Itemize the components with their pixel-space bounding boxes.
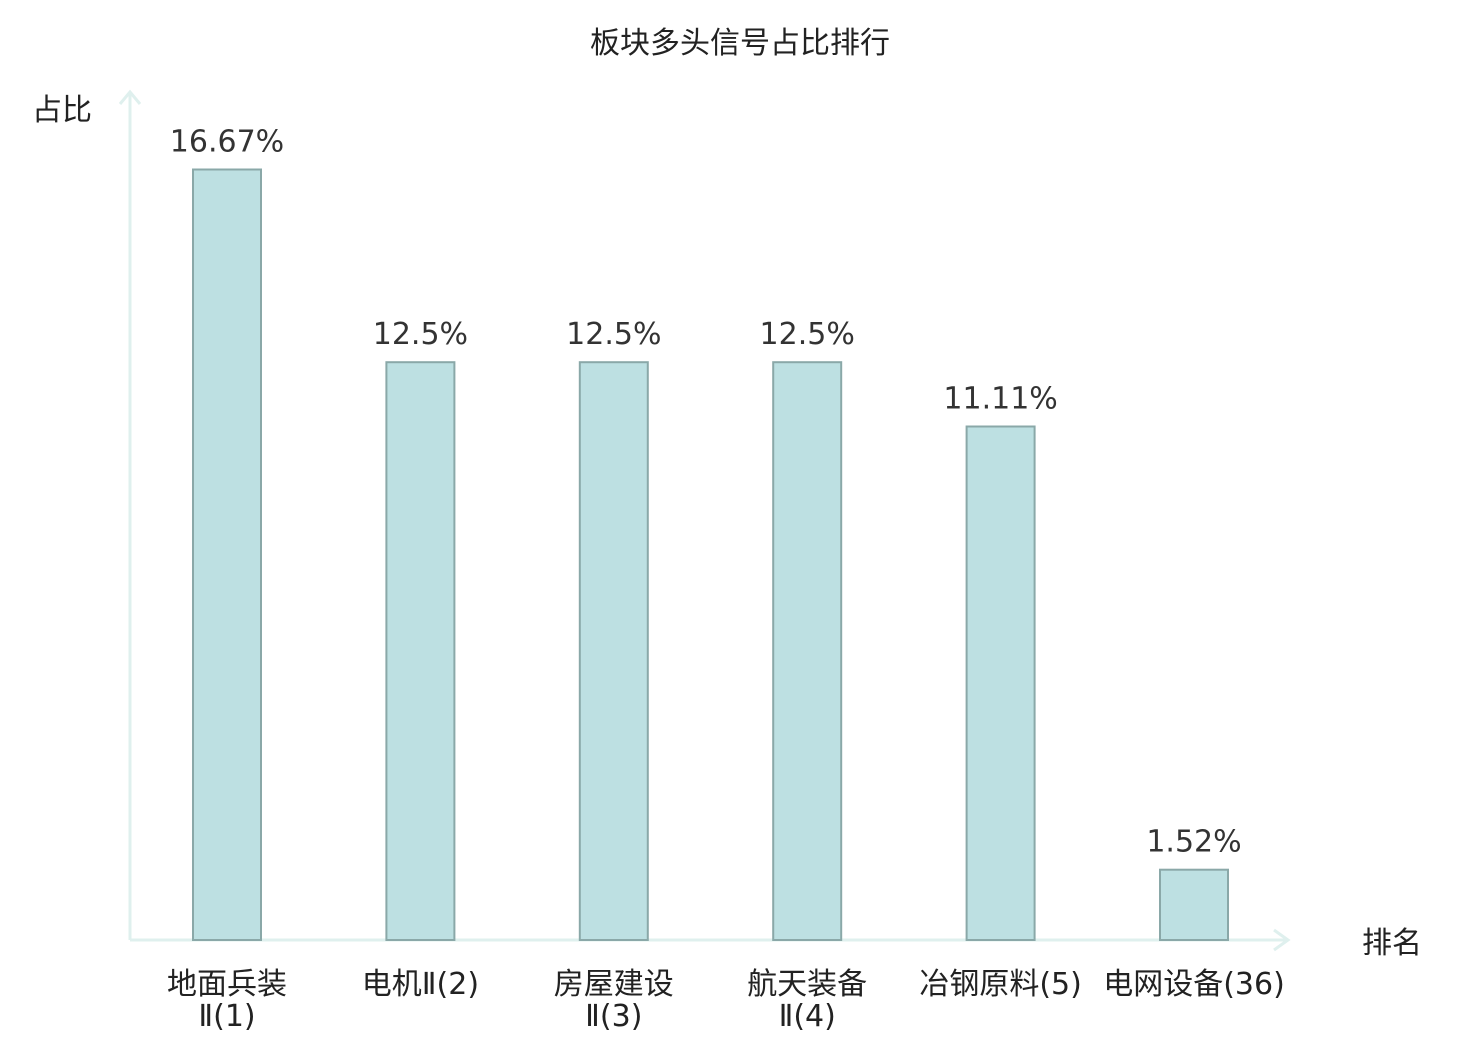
bar-1 [192,168,262,941]
bar-5 [965,425,1036,941]
category-label-4-line-1: 航天装备 [747,967,867,1002]
value-label-3: 12.5% [566,317,661,352]
bar-2 [385,361,456,941]
axes [118,89,1291,952]
value-label-4: 12.5% [760,317,855,352]
x-axis-arrow [1273,928,1291,952]
y-axis-arrow [118,89,142,105]
bar-6 [1159,868,1229,942]
chart-title: 板块多头信号占比排行 [590,26,890,61]
category-label-1-line-2: Ⅱ(1) [198,999,255,1034]
category-label-1-line-1: 地面兵装 [167,967,287,1002]
category-label-6: 电网设备(36) [1103,967,1285,1002]
bars-group [192,168,1229,942]
value-label-1: 16.67% [170,125,284,160]
category-label-2: 电机Ⅱ(2) [362,967,479,1002]
category-label-5: 冶钢原料(5) [919,967,1082,1002]
value-label-6: 1.52% [1146,825,1241,860]
value-label-2: 12.5% [373,317,468,352]
bar-3 [578,361,649,941]
category-label-3-line-1: 房屋建设 [554,967,674,1002]
y-axis-label: 占比 [32,93,92,128]
value-label-5: 11.11% [943,382,1057,417]
value-labels-group: 16.67% 12.5% 12.5% 12.5% 11.11% 1.52% [170,125,1242,860]
category-label-4-line-2: Ⅱ(4) [779,999,836,1034]
bar-4 [772,361,843,941]
x-axis-label: 排名 [1362,926,1422,961]
category-label-3-line-2: Ⅱ(3) [585,999,642,1034]
